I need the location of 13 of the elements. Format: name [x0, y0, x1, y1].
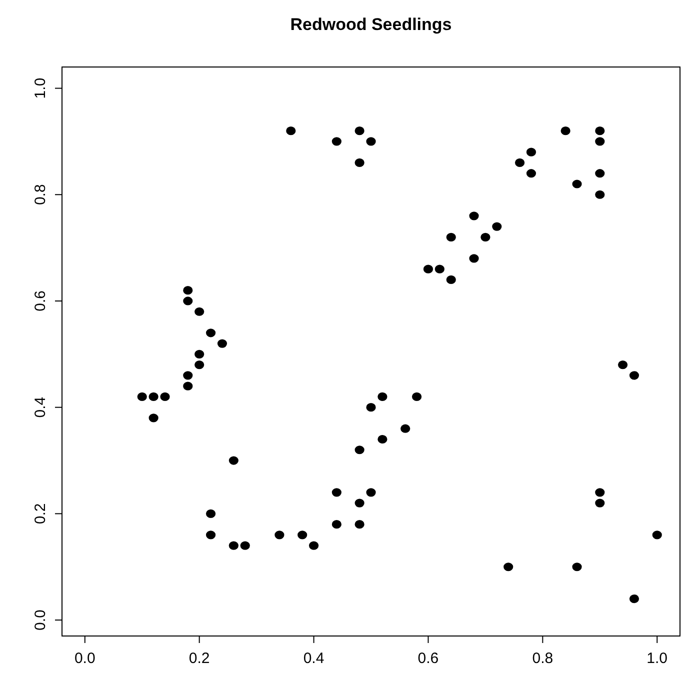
x-tick-label: 0.6 [418, 650, 439, 667]
y-tick-label: 0.6 [32, 290, 49, 312]
x-tick-label: 0.8 [532, 650, 554, 667]
x-tick-label: 0.0 [74, 650, 96, 667]
x-tick-label: 0.2 [188, 650, 210, 667]
y-tick-label: 0.2 [32, 503, 49, 524]
x-tick-label: 1.0 [646, 650, 668, 667]
chart-title: Redwood Seedlings [290, 15, 452, 34]
y-tick-label: 0.8 [32, 184, 49, 206]
y-tick-label: 0.4 [32, 396, 49, 418]
y-tick-label: 0.0 [32, 610, 49, 630]
x-tick-label: 0.4 [303, 650, 324, 667]
y-tick-label: 1.0 [32, 78, 49, 99]
